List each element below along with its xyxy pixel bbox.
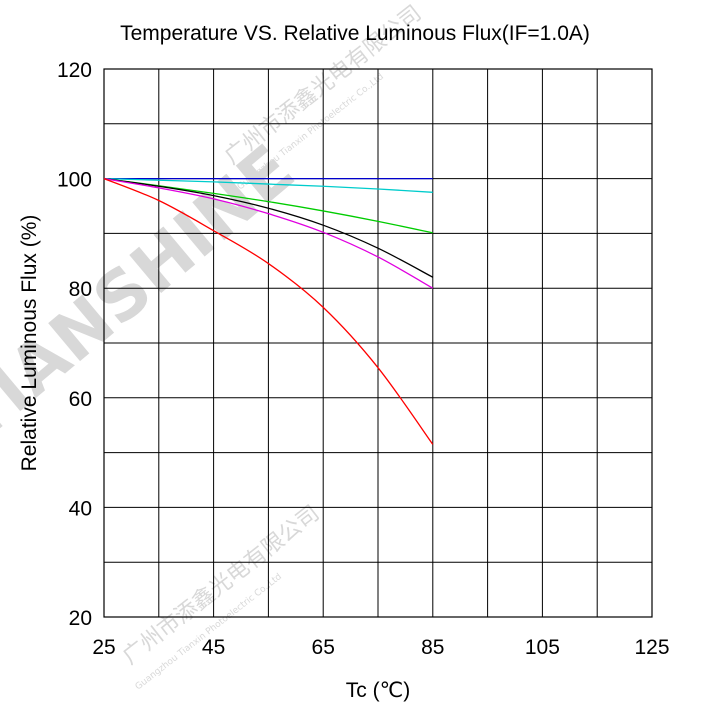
y-tick-label: 60 xyxy=(69,388,92,411)
grid xyxy=(104,69,652,617)
x-axis-label: Tc (℃) xyxy=(346,679,410,702)
y-axis-label: Relative Luminous Flux (%) xyxy=(18,215,41,472)
y-tick-label: 120 xyxy=(57,59,92,82)
y-tick-label: 80 xyxy=(69,278,92,301)
y-tick-label: 40 xyxy=(69,497,92,520)
y-tick-label: 20 xyxy=(69,607,92,630)
watermark-brand: TIANSHINE xyxy=(0,130,309,458)
series-line-3 xyxy=(103,177,434,278)
series-line-5 xyxy=(103,177,434,445)
x-tick-label: 25 xyxy=(92,636,115,659)
x-tick-labels: 25 45 65 85 105 125 xyxy=(92,636,669,659)
y-tick-label: 100 xyxy=(57,169,92,192)
x-tick-label: 105 xyxy=(525,636,560,659)
series-line-1 xyxy=(103,177,433,193)
x-tick-label: 45 xyxy=(202,636,225,659)
plot-frame xyxy=(103,68,653,618)
series-line-4 xyxy=(103,177,434,289)
x-tick-label: 65 xyxy=(312,636,335,659)
x-tick-label: 125 xyxy=(634,636,669,659)
x-tick-label: 85 xyxy=(421,636,444,659)
series-lines xyxy=(103,177,434,445)
y-tick-labels: 20 40 60 80 100 120 xyxy=(57,59,92,630)
chart-title: Temperature VS. Relative Luminous Flux(I… xyxy=(120,22,590,45)
